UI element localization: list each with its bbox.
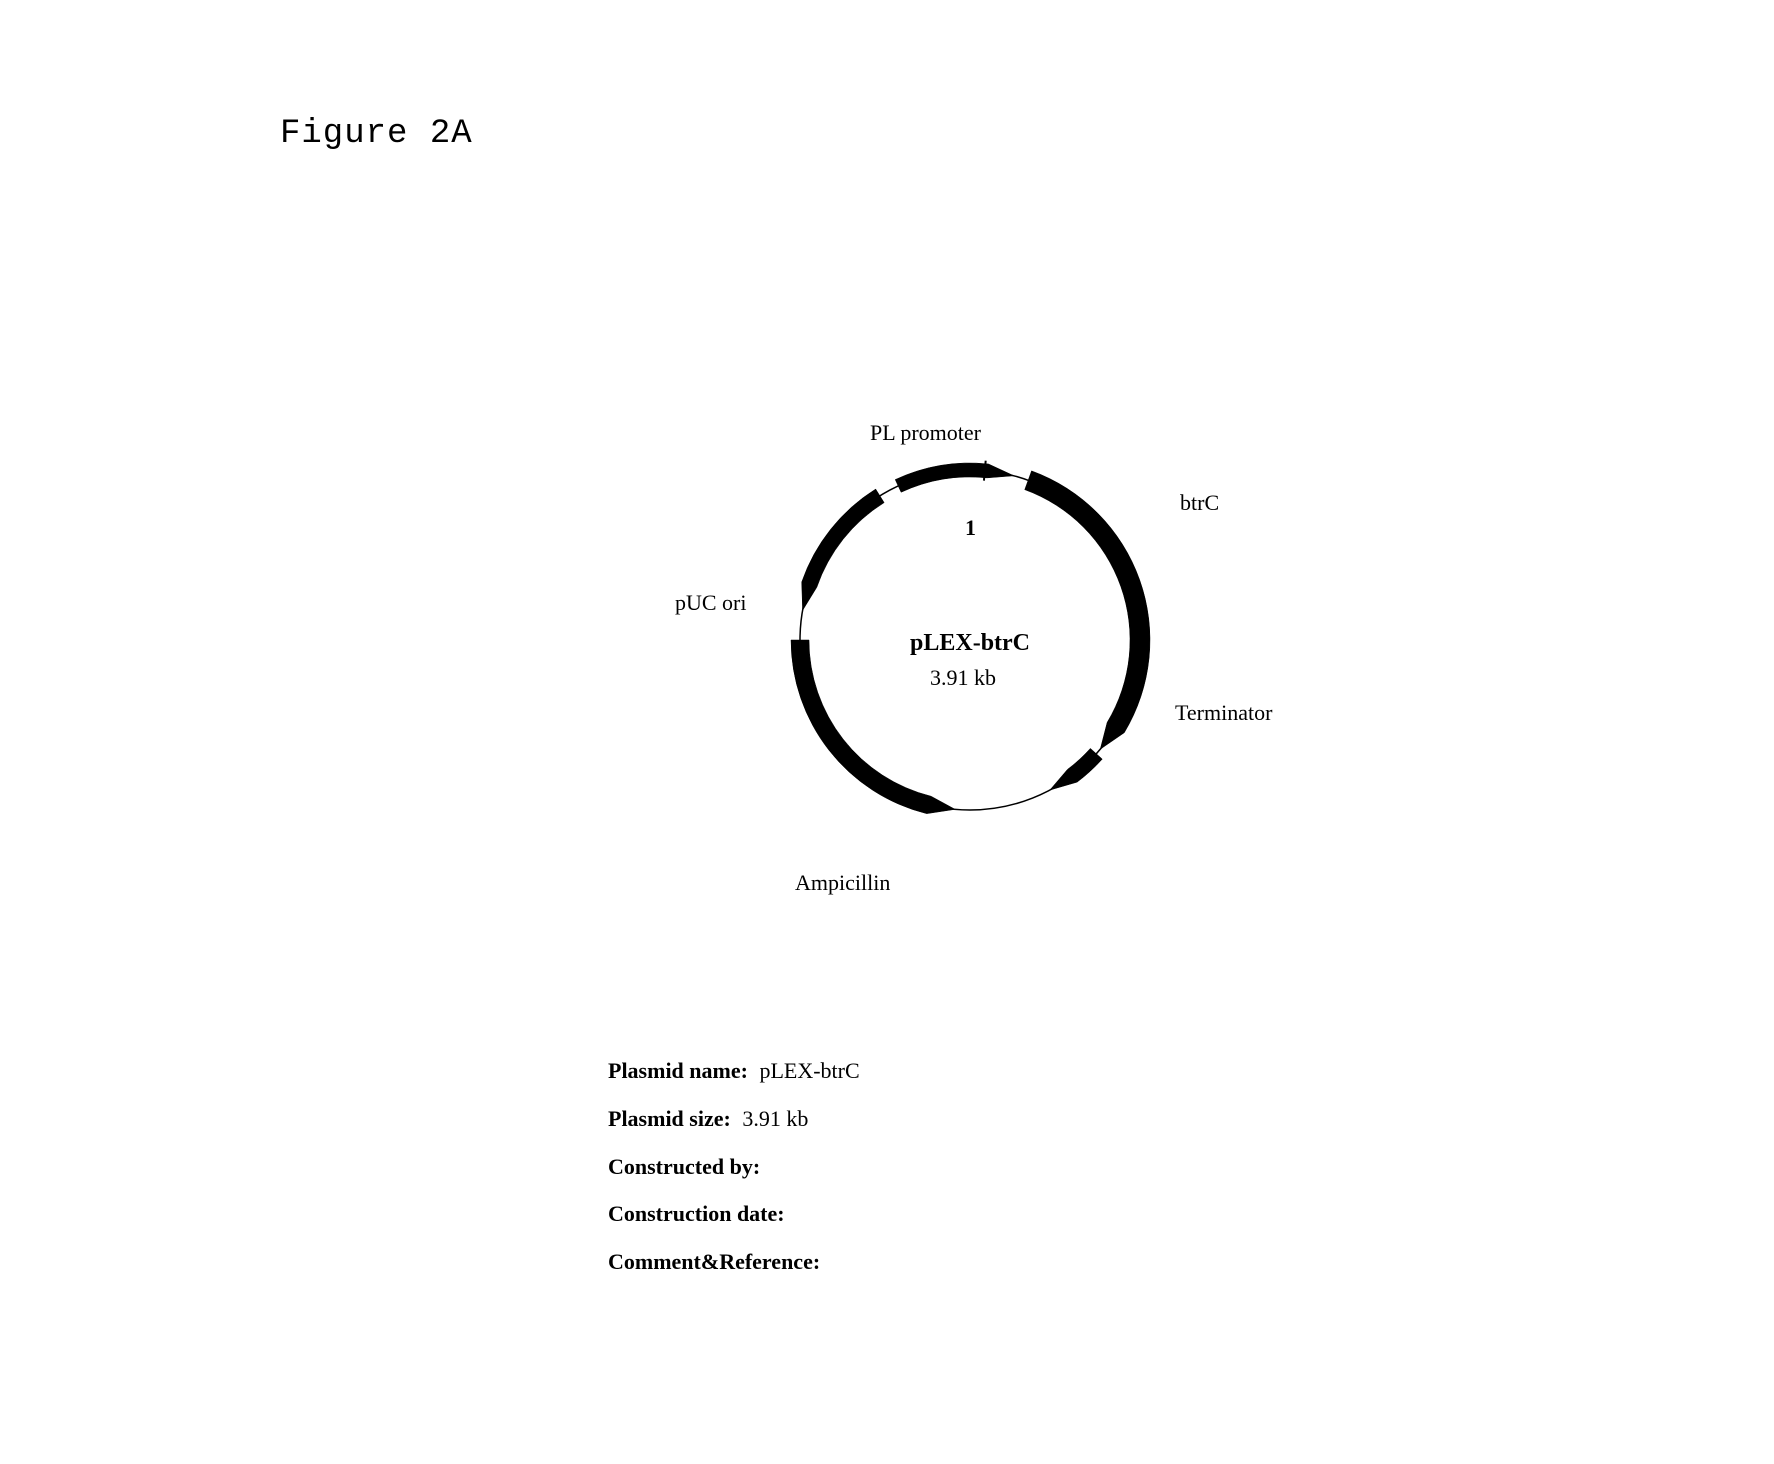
plasmid-metadata: Plasmid name: pLEX-btrC Plasmid size: 3.… — [608, 1050, 860, 1289]
plasmid-diagram: PL promoter btrC Terminator Ampicillin p… — [620, 380, 1320, 900]
origin-marker: 1 — [965, 515, 976, 541]
btrc-label: btrC — [1180, 490, 1219, 516]
figure-title: Figure 2A — [280, 115, 473, 153]
metadata-value: 3.91 kb — [742, 1106, 808, 1131]
metadata-key: Constructed by: — [608, 1154, 760, 1179]
metadata-value: pLEX-btrC — [759, 1058, 859, 1083]
plasmid-center-name: pLEX-btrC — [910, 630, 1030, 657]
pl-promoter-label: PL promoter — [870, 420, 981, 446]
metadata-key: Plasmid size: — [608, 1106, 731, 1131]
ampicillin-label: Ampicillin — [795, 870, 890, 896]
metadata-key: Construction date: — [608, 1201, 785, 1226]
plasmid-center-size: 3.91 kb — [930, 665, 996, 691]
puc-ori-label: pUC ori — [675, 590, 747, 616]
metadata-row-size: Plasmid size: 3.91 kb — [608, 1098, 860, 1140]
metadata-row-comment-reference: Comment&Reference: — [608, 1241, 860, 1283]
metadata-row-name: Plasmid name: pLEX-btrC — [608, 1050, 860, 1092]
metadata-row-constructed-by: Constructed by: — [608, 1146, 860, 1188]
terminator-label: Terminator — [1175, 700, 1272, 726]
figure-page: Figure 2A PL promoter btrC Terminator Am… — [0, 0, 1774, 1464]
metadata-key: Plasmid name: — [608, 1058, 748, 1083]
metadata-row-construction-date: Construction date: — [608, 1193, 860, 1235]
metadata-key: Comment&Reference: — [608, 1249, 820, 1274]
